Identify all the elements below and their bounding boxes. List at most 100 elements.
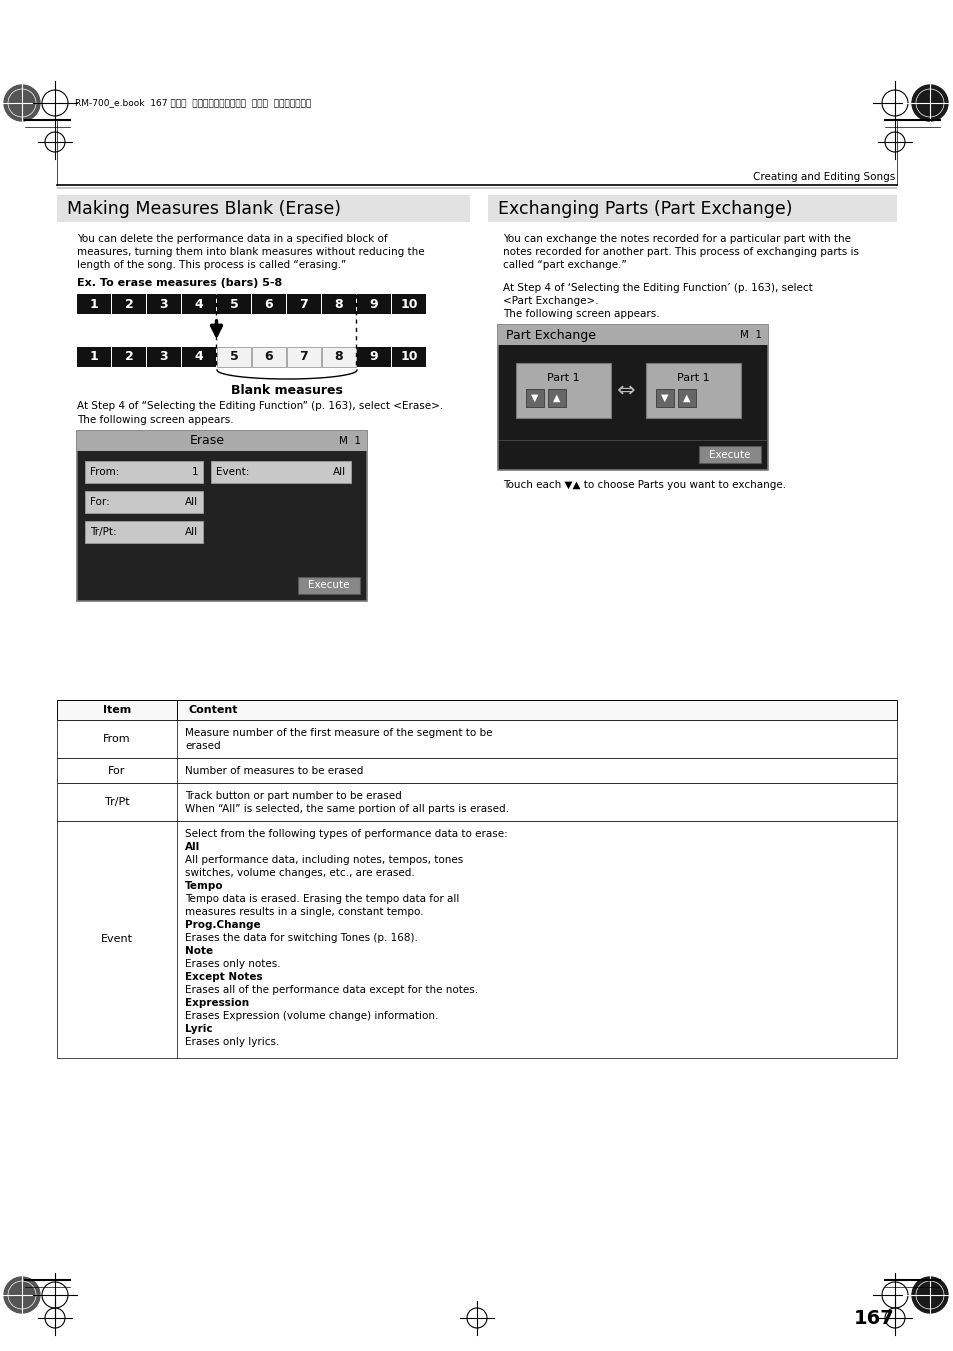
Text: 6: 6 xyxy=(264,297,273,311)
Bar xyxy=(656,389,673,407)
Text: ⇔: ⇔ xyxy=(616,381,635,400)
Bar xyxy=(699,446,760,463)
Bar xyxy=(216,347,251,367)
Text: 1: 1 xyxy=(192,467,198,477)
Text: called “part exchange.”: called “part exchange.” xyxy=(502,259,626,270)
Text: For: For xyxy=(109,766,126,775)
Text: Erases the data for switching Tones (p. 168).: Erases the data for switching Tones (p. … xyxy=(185,934,417,943)
Bar xyxy=(57,758,896,784)
Text: Erases all of the performance data except for the notes.: Erases all of the performance data excep… xyxy=(185,985,477,994)
Bar xyxy=(57,821,896,1058)
Text: Content: Content xyxy=(189,705,238,715)
Text: Part Exchange: Part Exchange xyxy=(505,328,596,342)
Text: You can exchange the notes recorded for a particular part with the: You can exchange the notes recorded for … xyxy=(502,234,850,245)
Bar xyxy=(85,461,203,484)
Bar xyxy=(287,347,320,367)
Text: Tr/Pt:: Tr/Pt: xyxy=(90,527,116,536)
Bar xyxy=(252,347,286,367)
Bar xyxy=(77,431,367,451)
Text: 8: 8 xyxy=(335,297,343,311)
Text: notes recorded for another part. This process of exchanging parts is: notes recorded for another part. This pr… xyxy=(502,247,858,257)
Text: Execute: Execute xyxy=(308,581,350,590)
Bar xyxy=(645,363,740,417)
Circle shape xyxy=(911,85,947,122)
Text: <Part Exchange>.: <Part Exchange>. xyxy=(502,296,598,305)
Text: switches, volume changes, etc., are erased.: switches, volume changes, etc., are eras… xyxy=(185,867,415,878)
Text: Ex. To erase measures (bars) 5-8: Ex. To erase measures (bars) 5-8 xyxy=(77,278,282,288)
Text: 7: 7 xyxy=(299,297,308,311)
Text: 5: 5 xyxy=(230,297,238,311)
Text: 167: 167 xyxy=(853,1309,894,1328)
Text: 10: 10 xyxy=(400,350,417,363)
Text: Select from the following types of performance data to erase:: Select from the following types of perfo… xyxy=(185,830,507,839)
Text: ▼: ▼ xyxy=(660,393,668,403)
Bar xyxy=(356,347,391,367)
Text: 1: 1 xyxy=(90,350,98,363)
Text: At Step 4 of ‘Selecting the Editing Function’ (p. 163), select: At Step 4 of ‘Selecting the Editing Func… xyxy=(502,282,812,293)
Text: Part 1: Part 1 xyxy=(547,373,579,382)
Text: 10: 10 xyxy=(400,297,417,311)
Text: For:: For: xyxy=(90,497,110,507)
Text: At Step 4 of “Selecting the Editing Function” (p. 163), select <Erase>.: At Step 4 of “Selecting the Editing Func… xyxy=(77,401,443,411)
Text: 3: 3 xyxy=(159,297,168,311)
Bar xyxy=(57,720,896,758)
Text: 2: 2 xyxy=(125,350,133,363)
Bar xyxy=(287,295,320,313)
Text: The following screen appears.: The following screen appears. xyxy=(77,415,233,426)
Text: 6: 6 xyxy=(264,350,273,363)
Bar xyxy=(57,784,896,821)
Bar xyxy=(147,347,181,367)
Text: Touch each ▼▲ to choose Parts you want to exchange.: Touch each ▼▲ to choose Parts you want t… xyxy=(502,480,785,490)
Bar xyxy=(112,347,146,367)
Circle shape xyxy=(911,1277,947,1313)
Text: From:: From: xyxy=(90,467,119,477)
Bar xyxy=(216,295,251,313)
Bar xyxy=(77,295,111,313)
Text: Creating and Editing Songs: Creating and Editing Songs xyxy=(752,172,894,182)
Bar xyxy=(356,295,391,313)
Text: length of the song. This process is called “erasing.”: length of the song. This process is call… xyxy=(77,259,346,270)
Text: Tr/Pt: Tr/Pt xyxy=(105,797,130,807)
Text: Making Measures Blank (Erase): Making Measures Blank (Erase) xyxy=(67,200,340,218)
Bar xyxy=(516,363,610,417)
Bar xyxy=(547,389,565,407)
Bar xyxy=(211,461,351,484)
Text: erased: erased xyxy=(185,740,220,751)
Bar xyxy=(252,295,286,313)
Bar xyxy=(112,295,146,313)
Text: From: From xyxy=(103,734,131,744)
Bar xyxy=(85,521,203,543)
Text: M  1: M 1 xyxy=(740,330,761,340)
Text: 7: 7 xyxy=(299,350,308,363)
Text: The following screen appears.: The following screen appears. xyxy=(502,309,659,319)
Text: Part 1: Part 1 xyxy=(677,373,709,382)
Bar xyxy=(182,295,215,313)
Bar xyxy=(57,195,470,222)
Text: 9: 9 xyxy=(370,350,378,363)
Text: Prog.Change: Prog.Change xyxy=(185,920,260,929)
Text: Event:: Event: xyxy=(215,467,249,477)
Text: Execute: Execute xyxy=(708,450,750,459)
Text: Tempo data is erased. Erasing the tempo data for all: Tempo data is erased. Erasing the tempo … xyxy=(185,894,459,904)
Bar xyxy=(85,490,203,513)
Text: Exchanging Parts (Part Exchange): Exchanging Parts (Part Exchange) xyxy=(497,200,792,218)
Text: ▲: ▲ xyxy=(553,393,560,403)
Text: ▲: ▲ xyxy=(682,393,690,403)
Bar xyxy=(77,347,111,367)
Bar xyxy=(525,389,543,407)
Text: measures, turning them into blank measures without reducing the: measures, turning them into blank measur… xyxy=(77,247,424,257)
Text: ▼: ▼ xyxy=(531,393,538,403)
Text: Expression: Expression xyxy=(185,998,249,1008)
Text: Erases only lyrics.: Erases only lyrics. xyxy=(185,1038,279,1047)
Text: All: All xyxy=(333,467,346,477)
Text: Number of measures to be erased: Number of measures to be erased xyxy=(185,766,363,775)
Text: 4: 4 xyxy=(194,297,203,311)
Text: You can delete the performance data in a specified block of: You can delete the performance data in a… xyxy=(77,234,387,245)
Text: M  1: M 1 xyxy=(338,436,360,446)
Text: Track button or part number to be erased: Track button or part number to be erased xyxy=(185,790,401,801)
Bar xyxy=(392,347,426,367)
Bar xyxy=(147,295,181,313)
Bar xyxy=(497,326,767,345)
Text: Note: Note xyxy=(185,946,213,957)
Text: measures results in a single, constant tempo.: measures results in a single, constant t… xyxy=(185,907,423,917)
